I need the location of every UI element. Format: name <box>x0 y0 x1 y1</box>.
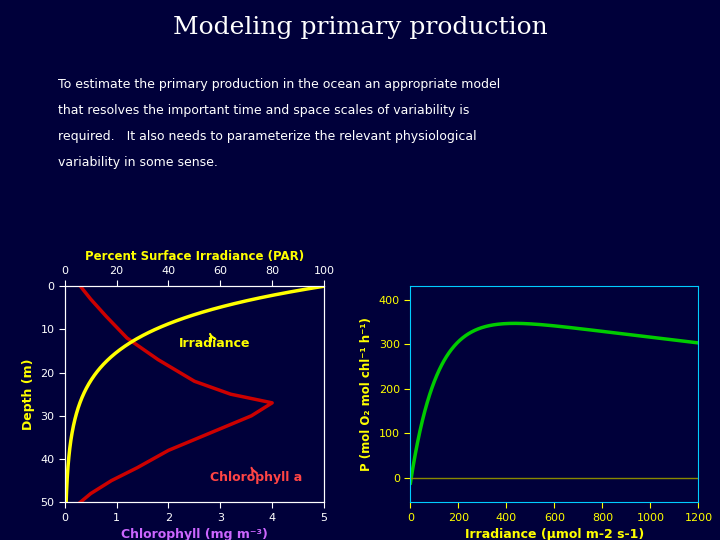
Y-axis label: Depth (m): Depth (m) <box>22 359 35 430</box>
Text: Irradiance: Irradiance <box>179 334 251 350</box>
Text: To estimate the primary production in the ocean an appropriate model: To estimate the primary production in th… <box>58 78 500 91</box>
Y-axis label: P (mol O₂ mol chl⁻¹ h⁻¹): P (mol O₂ mol chl⁻¹ h⁻¹) <box>360 318 373 471</box>
X-axis label: Irradiance (μmol m-2 s-1): Irradiance (μmol m-2 s-1) <box>465 528 644 540</box>
Text: Chlorophyll a: Chlorophyll a <box>210 468 302 484</box>
X-axis label: Chlorophyll (mg m⁻³): Chlorophyll (mg m⁻³) <box>121 528 268 540</box>
Text: Modeling primary production: Modeling primary production <box>173 16 547 39</box>
Text: required.   It also needs to parameterize the relevant physiological: required. It also needs to parameterize … <box>58 130 476 143</box>
Text: that resolves the important time and space scales of variability is: that resolves the important time and spa… <box>58 104 469 117</box>
X-axis label: Percent Surface Irradiance (PAR): Percent Surface Irradiance (PAR) <box>85 250 304 263</box>
Text: variability in some sense.: variability in some sense. <box>58 156 217 169</box>
